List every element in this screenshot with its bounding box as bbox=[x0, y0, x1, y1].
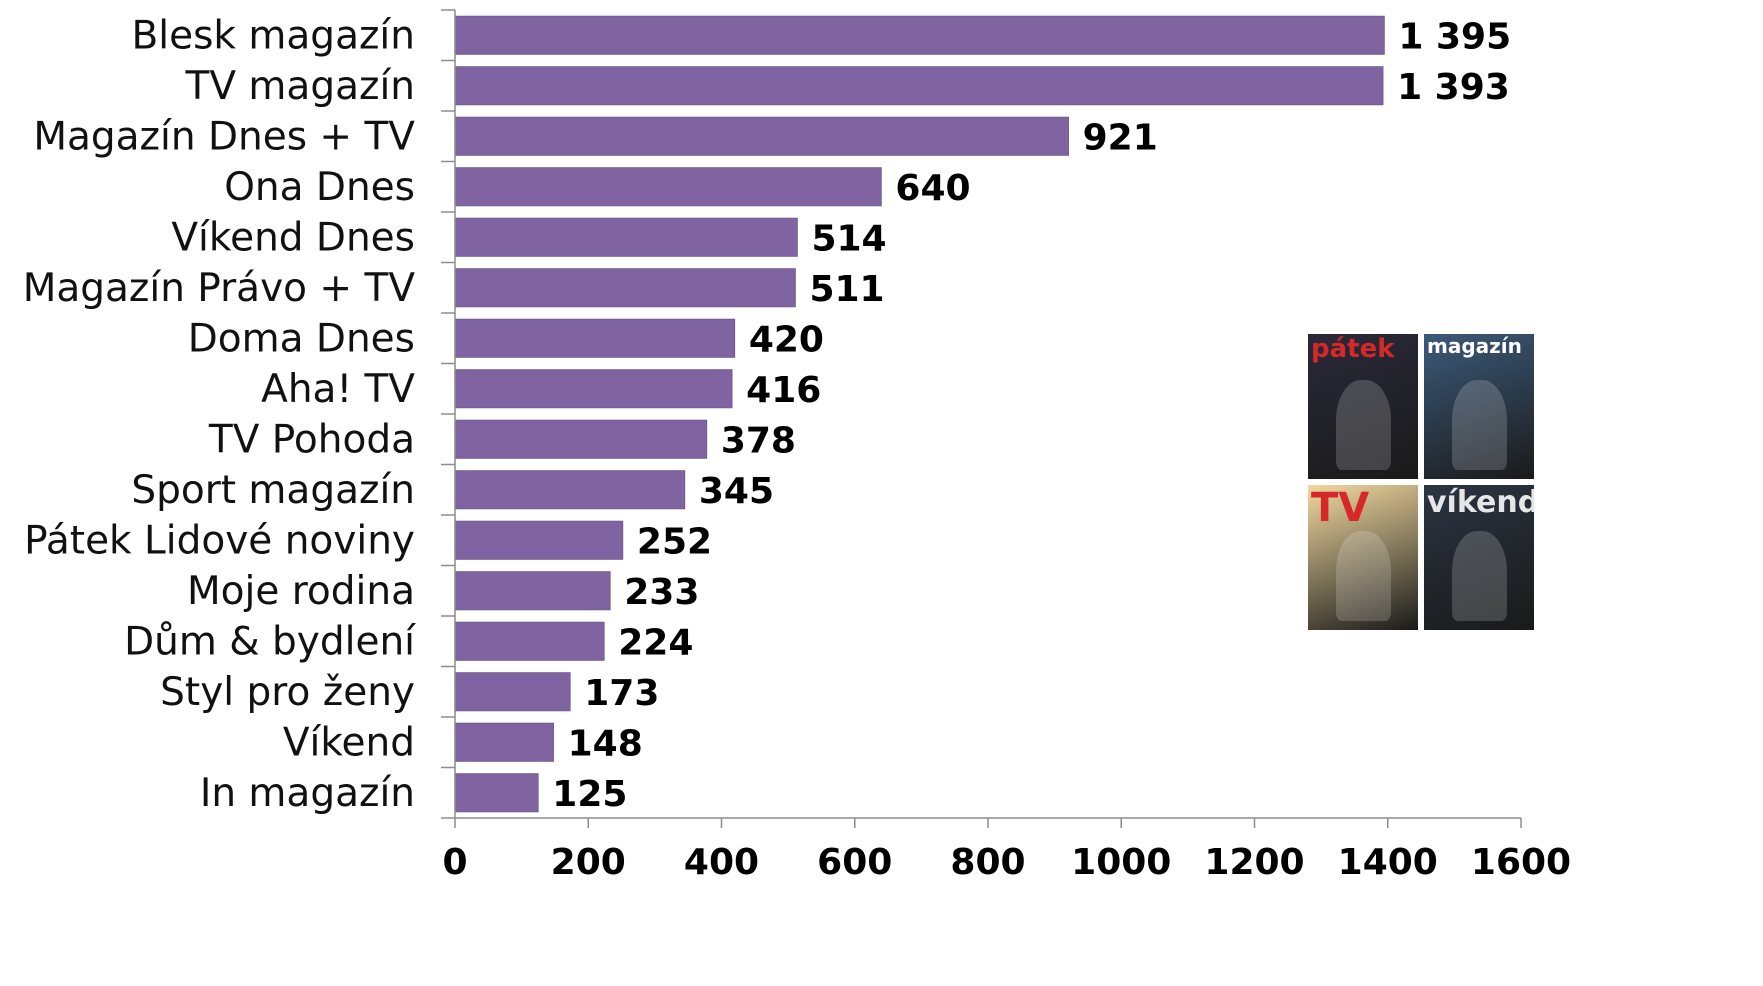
category-label: Pátek Lidové noviny bbox=[24, 518, 415, 563]
magazine-covers-image: pátek magazín TV víkend bbox=[1308, 334, 1534, 630]
data-label: 921 bbox=[1083, 117, 1158, 158]
bar-2 bbox=[454, 116, 1069, 156]
magazine-cover-3: víkend bbox=[1424, 485, 1534, 630]
cover-photo bbox=[1451, 380, 1507, 471]
data-label: 125 bbox=[552, 774, 627, 815]
x-tick-label: 1000 bbox=[1071, 842, 1171, 883]
category-labels: Blesk magazín TV magazín Magazín Dnes + TV… bbox=[23, 13, 416, 816]
data-label: 416 bbox=[746, 370, 821, 411]
category-label: In magazín bbox=[200, 771, 415, 816]
category-label: Magazín Právo + TV bbox=[23, 266, 416, 311]
category-label: Magazín Dnes + TV bbox=[33, 114, 415, 159]
category-label: Dům & bydlení bbox=[124, 619, 416, 664]
data-label: 252 bbox=[637, 521, 712, 562]
bar-5 bbox=[454, 268, 796, 308]
cover-title: TV bbox=[1311, 485, 1370, 531]
bar-6 bbox=[454, 318, 736, 358]
x-tick-label: 1400 bbox=[1338, 842, 1438, 883]
data-label: 173 bbox=[584, 673, 659, 714]
x-tick-label: 200 bbox=[551, 842, 626, 883]
x-tick-label: 800 bbox=[950, 842, 1025, 883]
category-label: Moje rodina bbox=[187, 569, 415, 614]
data-label: 1 395 bbox=[1398, 16, 1511, 57]
magazine-cover-0: pátek bbox=[1308, 334, 1418, 479]
data-label: 420 bbox=[749, 319, 824, 360]
bar-7 bbox=[454, 369, 733, 409]
bar-3 bbox=[454, 167, 882, 207]
data-label: 511 bbox=[809, 269, 884, 310]
category-label: Blesk magazín bbox=[132, 13, 415, 58]
data-label: 1 393 bbox=[1397, 67, 1510, 108]
data-label: 640 bbox=[895, 168, 970, 209]
magazine-cover-1: magazín bbox=[1424, 334, 1534, 479]
bar-1 bbox=[454, 66, 1384, 106]
cover-title: magazín bbox=[1427, 334, 1522, 358]
bar-8 bbox=[454, 419, 708, 459]
cover-title: pátek bbox=[1311, 334, 1395, 364]
data-label: 514 bbox=[811, 218, 886, 259]
bar-0 bbox=[454, 15, 1385, 55]
data-label: 224 bbox=[618, 622, 693, 663]
category-label: Doma Dnes bbox=[188, 316, 415, 361]
cover-title: víkend bbox=[1427, 485, 1534, 520]
x-tick-label: 400 bbox=[684, 842, 759, 883]
category-label: Aha! TV bbox=[261, 367, 415, 412]
magazine-cover-2: TV bbox=[1308, 485, 1418, 630]
x-tick-label: 1600 bbox=[1471, 842, 1571, 883]
bar-12 bbox=[454, 621, 605, 661]
cover-photo bbox=[1451, 531, 1507, 622]
bars-group bbox=[454, 15, 1385, 813]
data-label: 148 bbox=[568, 723, 643, 764]
bar-9 bbox=[454, 470, 686, 510]
data-label: 233 bbox=[624, 572, 699, 613]
category-label: TV magazín bbox=[185, 64, 415, 109]
data-label: 345 bbox=[699, 471, 774, 512]
category-label: Ona Dnes bbox=[224, 165, 415, 210]
cover-photo bbox=[1335, 531, 1391, 622]
bar-15 bbox=[454, 773, 539, 813]
cover-photo bbox=[1335, 380, 1391, 471]
category-label: Víkend Dnes bbox=[171, 215, 415, 260]
bar-10 bbox=[454, 520, 624, 560]
category-label: TV Pohoda bbox=[208, 417, 415, 462]
bar-11 bbox=[454, 571, 611, 611]
bar-14 bbox=[454, 722, 554, 762]
x-tick-label: 0 bbox=[442, 842, 467, 883]
category-label: Styl pro ženy bbox=[160, 670, 415, 715]
bar-13 bbox=[454, 672, 571, 712]
bar-4 bbox=[454, 217, 798, 257]
x-tick-label: 1200 bbox=[1204, 842, 1304, 883]
axes-group: 0 200 400 600 800 1000 1200 1400 1600 bbox=[441, 9, 1571, 883]
data-label: 378 bbox=[721, 420, 796, 461]
x-tick-label: 600 bbox=[817, 842, 892, 883]
category-label: Sport magazín bbox=[131, 468, 415, 513]
category-label: Víkend bbox=[283, 720, 415, 765]
